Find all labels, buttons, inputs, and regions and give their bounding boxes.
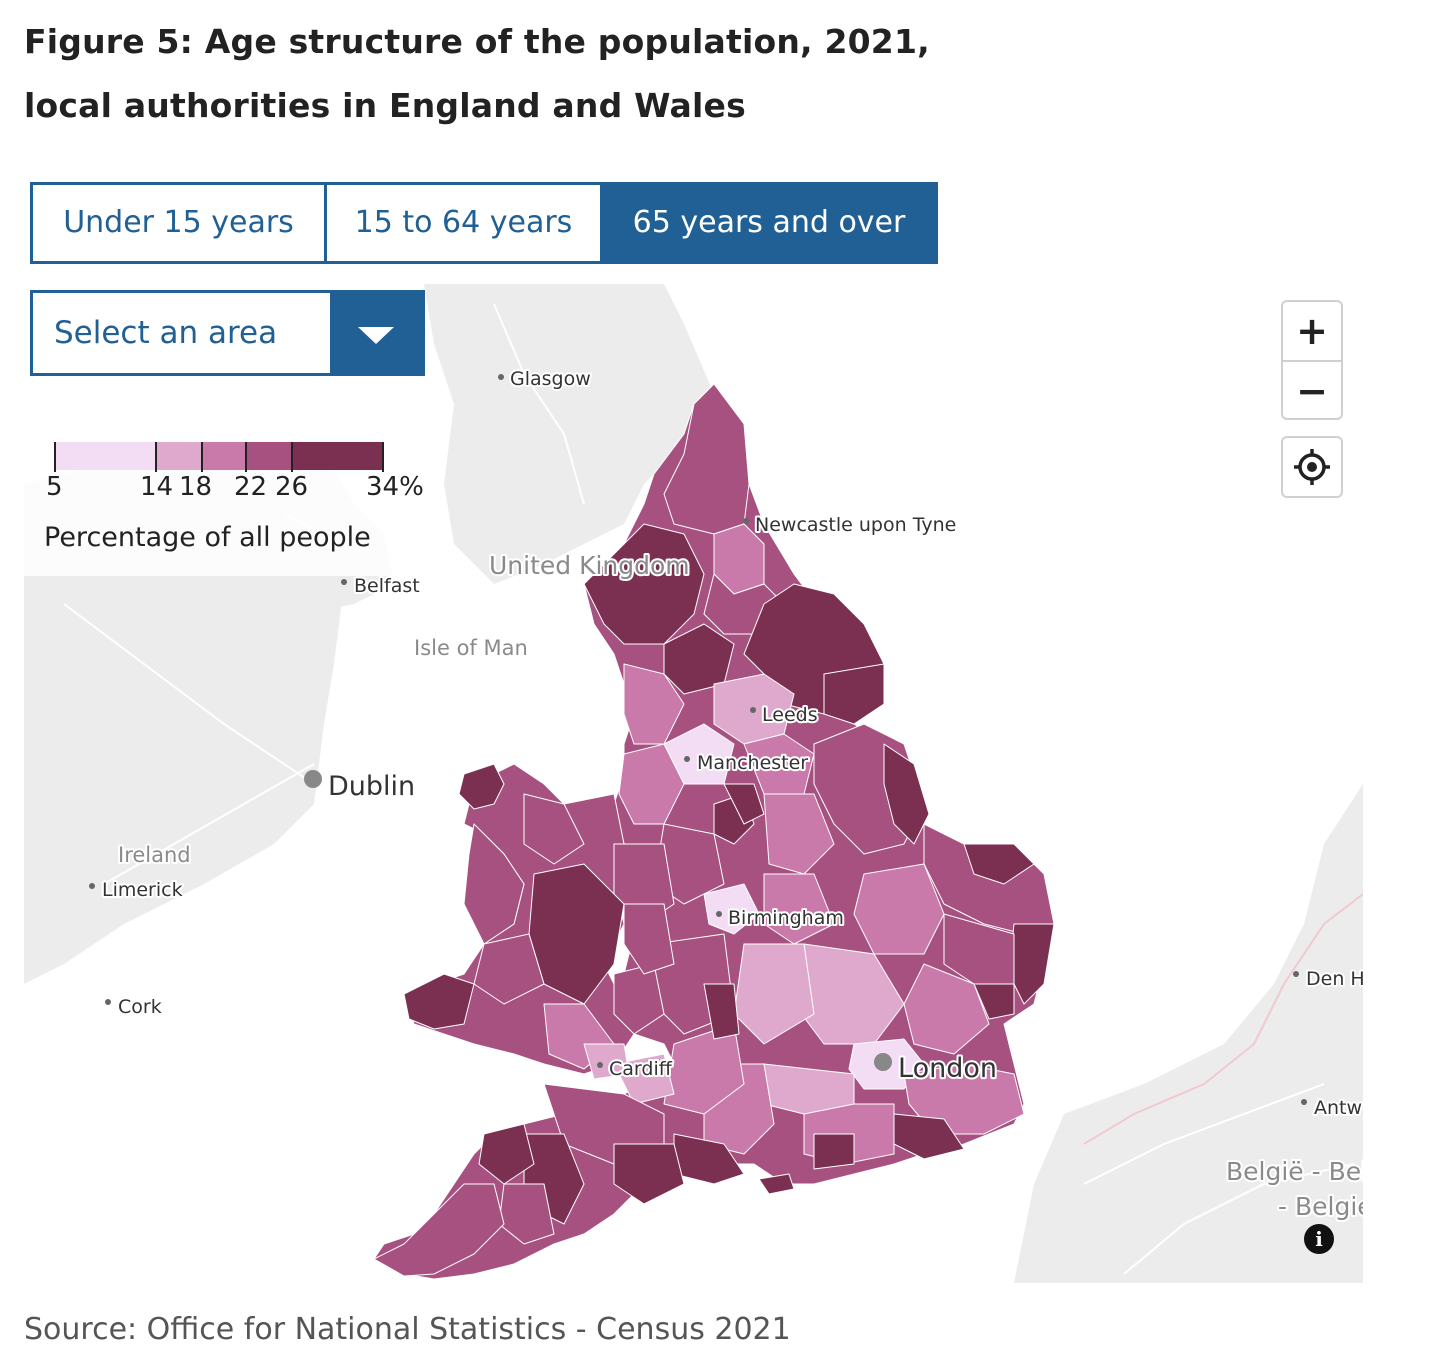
geolocate-button[interactable] bbox=[1281, 436, 1343, 498]
legend-bin-4 bbox=[246, 442, 292, 470]
legend-tick bbox=[155, 442, 157, 472]
region-herefordshire bbox=[623, 903, 675, 975]
legend-color-bar bbox=[54, 442, 384, 472]
legend-label-22: 22 bbox=[234, 472, 268, 502]
label-belgie-2: - Belgie bbox=[1278, 1192, 1363, 1221]
legend-label-14: 14 bbox=[140, 472, 174, 502]
label-cork: Cork bbox=[118, 996, 162, 1018]
label-belgie-1: België - Bel bbox=[1226, 1157, 1363, 1186]
region-derbyshire-dales bbox=[723, 783, 765, 825]
region-cornwall bbox=[373, 1183, 505, 1277]
den-haag-dot bbox=[1293, 971, 1299, 977]
region-dorset bbox=[613, 1143, 685, 1205]
legend-label-5: 5 bbox=[46, 472, 63, 502]
label-dublin: Dublin bbox=[328, 771, 415, 802]
legend-label-18: 18 bbox=[179, 472, 213, 502]
figure-title: Figure 5: Age structure of the populatio… bbox=[24, 22, 930, 125]
region-isle-of-wight bbox=[758, 1173, 795, 1195]
label-belfast: Belfast bbox=[354, 575, 420, 597]
region-kent bbox=[903, 1063, 1025, 1135]
legend-bin-3 bbox=[202, 442, 246, 470]
legend-tick bbox=[245, 442, 247, 472]
region-cardiff bbox=[583, 1043, 630, 1080]
region-east-riding bbox=[823, 663, 885, 725]
label-den-haag: Den H bbox=[1306, 968, 1363, 990]
legend-tick bbox=[382, 442, 384, 472]
cork-dot bbox=[105, 999, 111, 1005]
limerick-dot bbox=[89, 883, 95, 889]
label-uk: United Kingdom bbox=[489, 551, 690, 580]
label-limerick: Limerick bbox=[102, 879, 183, 901]
tab-under-15[interactable]: Under 15 years bbox=[30, 182, 327, 264]
label-newcastle: Newcastle upon Tyne bbox=[755, 514, 956, 536]
legend-tick bbox=[54, 442, 56, 472]
legend-bin-1 bbox=[54, 442, 155, 470]
region-devon-north bbox=[478, 1123, 535, 1185]
legend-bin-2 bbox=[155, 442, 202, 470]
map-canvas[interactable]: Glasgow Newcastle upon Tyne Belfast Unit… bbox=[24, 284, 1363, 1283]
info-icon[interactable]: i bbox=[1304, 1224, 1334, 1254]
newcastle-dot bbox=[743, 518, 749, 524]
crosshair-icon bbox=[1294, 449, 1330, 485]
region-sussex-coast bbox=[813, 1133, 855, 1170]
zoom-in-button[interactable]: + bbox=[1283, 302, 1341, 362]
label-glasgow: Glasgow bbox=[510, 368, 591, 390]
legend-caption: Percentage of all people bbox=[44, 522, 371, 553]
label-antwerp: Antw bbox=[1314, 1097, 1362, 1119]
label-manchester: Manchester bbox=[697, 752, 808, 774]
area-select-dropdown[interactable]: Select an area bbox=[30, 290, 425, 376]
london-dot bbox=[874, 1053, 892, 1071]
label-cardiff: Cardiff bbox=[609, 1058, 673, 1080]
belfast-dot bbox=[341, 579, 347, 585]
tab-15-to-64[interactable]: 15 to 64 years bbox=[327, 182, 603, 264]
dublin-dot bbox=[304, 770, 322, 788]
place-labels: Glasgow Newcastle upon Tyne Belfast Unit… bbox=[89, 366, 1363, 1223]
map-legend: 5 14 18 22 26 34% Percentage of all peop… bbox=[24, 420, 436, 576]
region-northumberland bbox=[663, 383, 750, 535]
region-anglesey bbox=[458, 763, 505, 810]
region-pembrokeshire bbox=[403, 973, 475, 1030]
zoom-controls: + − bbox=[1281, 300, 1343, 420]
region-birmingham bbox=[703, 883, 760, 935]
legend-tick bbox=[291, 442, 293, 472]
legend-label-26: 26 bbox=[275, 472, 309, 502]
region-cumbria bbox=[583, 523, 705, 645]
cardiff-dot bbox=[597, 1062, 603, 1068]
label-ireland: Ireland bbox=[118, 843, 191, 867]
region-denbigh bbox=[523, 793, 585, 865]
birmingham-dot bbox=[716, 911, 722, 917]
label-isle-of-man: Isle of Man bbox=[414, 636, 528, 660]
source-note: Source: Office for National Statistics -… bbox=[24, 1312, 791, 1347]
manchester-dot bbox=[684, 756, 690, 762]
region-north-norfolk bbox=[963, 843, 1035, 885]
region-lincs-coast bbox=[883, 743, 930, 845]
glasgow-dot bbox=[498, 374, 504, 380]
region-leicester bbox=[763, 873, 835, 945]
leeds-dot bbox=[750, 707, 756, 713]
area-select-label: Select an area bbox=[54, 315, 278, 351]
region-gwynedd bbox=[463, 823, 525, 945]
continent-land bbox=[1014, 784, 1363, 1283]
age-group-tabs: Under 15 years 15 to 64 years 65 years a… bbox=[30, 182, 938, 264]
scotland-land bbox=[424, 284, 724, 584]
zoom-out-button[interactable]: − bbox=[1296, 369, 1328, 413]
region-bristol bbox=[613, 1053, 675, 1105]
region-nottingham bbox=[763, 793, 835, 875]
legend-tick bbox=[201, 442, 203, 472]
legend-label-34: 34% bbox=[366, 472, 424, 502]
region-ceredigion bbox=[473, 933, 545, 1005]
tab-65-and-over[interactable]: 65 years and over bbox=[603, 182, 938, 264]
region-south-yorks bbox=[743, 733, 815, 795]
label-birmingham: Birmingham bbox=[728, 907, 844, 929]
region-cotswolds bbox=[703, 983, 740, 1040]
country-border bbox=[1083, 893, 1363, 1145]
label-leeds: Leeds bbox=[762, 704, 818, 726]
legend-bin-5 bbox=[292, 442, 384, 470]
label-london: London bbox=[898, 1053, 997, 1084]
region-tendring bbox=[973, 983, 1015, 1020]
choropleth-map[interactable]: Glasgow Newcastle upon Tyne Belfast Unit… bbox=[24, 284, 1363, 1283]
chevron-down-icon[interactable] bbox=[330, 293, 422, 373]
antwerp-dot bbox=[1301, 1099, 1307, 1105]
region-cambs bbox=[853, 863, 945, 955]
